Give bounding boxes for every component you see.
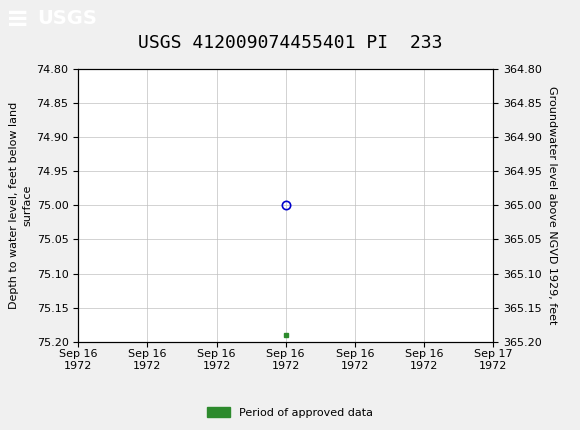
Text: USGS: USGS <box>38 9 97 28</box>
Text: ≡: ≡ <box>6 5 29 33</box>
Y-axis label: Depth to water level, feet below land
surface: Depth to water level, feet below land su… <box>9 102 32 309</box>
Text: USGS 412009074455401 PI  233: USGS 412009074455401 PI 233 <box>138 34 442 52</box>
Y-axis label: Groundwater level above NGVD 1929, feet: Groundwater level above NGVD 1929, feet <box>547 86 557 325</box>
Legend: Period of approved data: Period of approved data <box>203 403 377 422</box>
